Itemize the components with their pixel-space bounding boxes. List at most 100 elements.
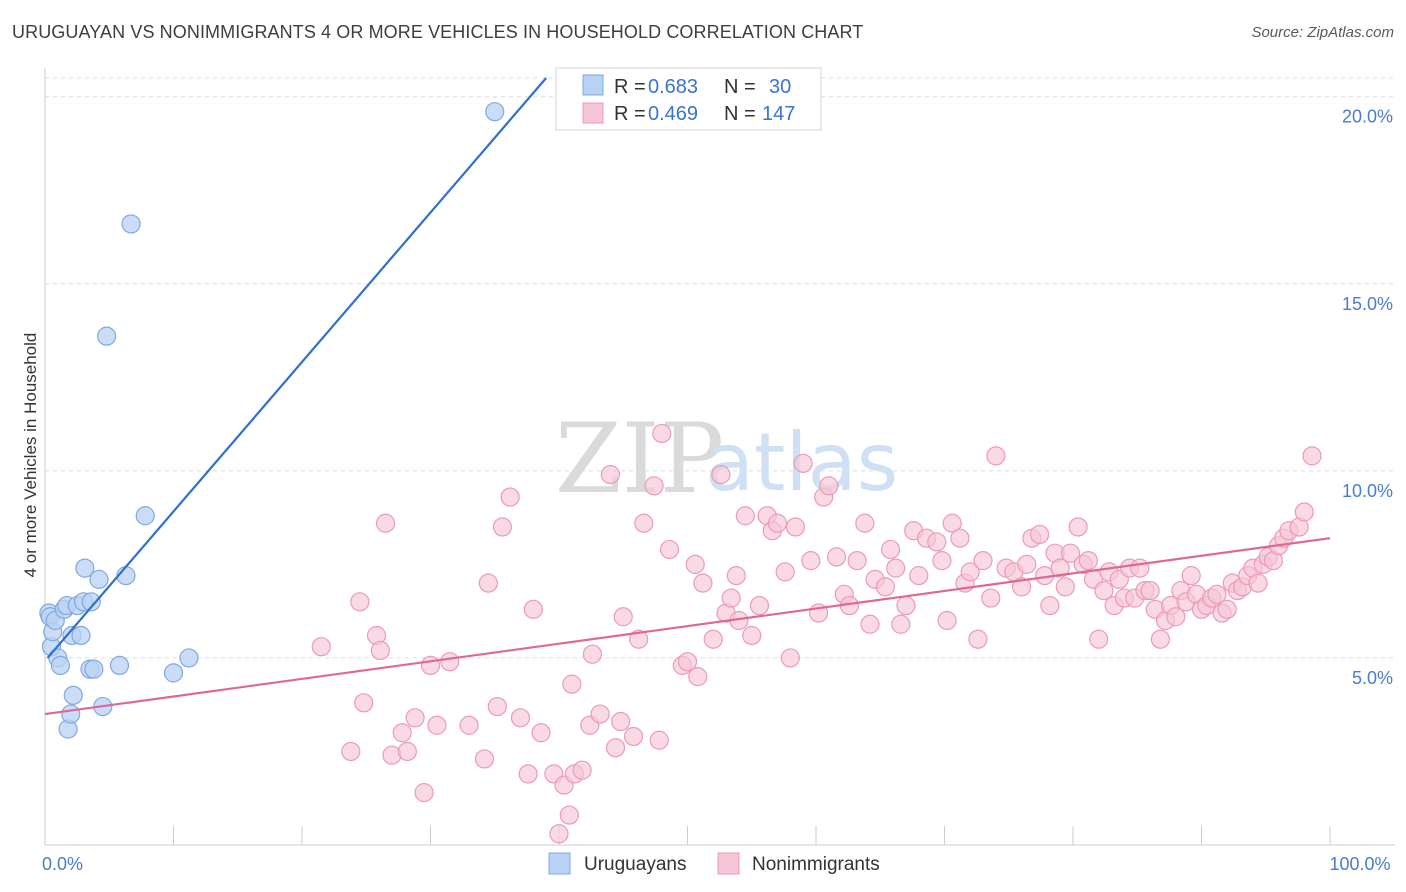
nonimmigrant-point <box>693 573 713 593</box>
uruguayan-point <box>97 326 117 346</box>
nonimmigrant-point <box>629 629 649 649</box>
legend-n-value-2: 147 <box>762 103 795 125</box>
nonimmigrant-point <box>927 532 947 552</box>
nonimmigrant-point <box>847 551 867 571</box>
nonimmigrant-point <box>562 674 582 694</box>
nonimmigrant-point <box>644 476 664 496</box>
chart-title: URUGUAYAN VS NONIMMIGRANTS 4 OR MORE VEH… <box>12 22 864 42</box>
uruguayan-point <box>485 102 505 122</box>
legend-swatch-nonimmigrants <box>582 102 604 124</box>
nonimmigrant-point <box>896 595 916 616</box>
nonimmigrant-point <box>1150 629 1170 649</box>
nonimmigrant-point <box>1181 566 1201 586</box>
nonimmigrant-point <box>942 513 962 533</box>
nonimmigrant-point <box>549 824 569 844</box>
nonimmigrant-point <box>780 648 800 668</box>
y-tick-label: 15.0% <box>1342 294 1393 314</box>
nonimmigrant-point <box>711 464 731 485</box>
bottom-legend-swatch-uruguayans <box>548 852 571 875</box>
uruguayan-point <box>75 558 95 578</box>
x-tick-label: 100.0% <box>1329 854 1390 874</box>
nonimmigrant-point <box>510 708 531 728</box>
nonimmigrant-point <box>677 652 698 672</box>
uruguayans-points <box>39 102 505 739</box>
nonimmigrants-trend-line <box>44 537 1331 716</box>
nonimmigrant-point <box>487 696 507 717</box>
uruguayan-point <box>109 655 130 676</box>
nonimmigrant-point <box>354 693 374 713</box>
nonimmigrant-point <box>427 715 447 735</box>
nonimmigrant-point <box>405 708 425 728</box>
nonimmigrant-point <box>1217 599 1237 619</box>
nonimmigrant-point <box>1166 607 1186 627</box>
uruguayans-trend-line <box>46 77 547 659</box>
nonimmigrant-point <box>1078 551 1099 571</box>
nonimmigrant-point <box>860 614 880 634</box>
nonimmigrant-point <box>1017 554 1037 574</box>
nonimmigrant-point <box>605 738 626 758</box>
trend-lines <box>44 77 1331 716</box>
nonimmigrant-point <box>1060 543 1081 563</box>
nonimmigrant-point <box>1294 502 1314 522</box>
nonimmigrant-point <box>801 551 821 571</box>
y-tick-label: 5.0% <box>1352 668 1393 688</box>
axes <box>44 68 1395 846</box>
nonimmigrant-point <box>1140 580 1160 601</box>
axis-ticks: 5.0% 10.0% 15.0% 20.0% 0.0% 100.0% <box>42 107 1393 874</box>
uruguayan-point <box>121 214 141 234</box>
nonimmigrant-point <box>531 723 551 743</box>
uruguayan-point <box>81 592 101 612</box>
nonimmigrant-point <box>350 592 370 612</box>
legend-swatch-uruguayans <box>582 74 604 96</box>
nonimmigrant-point <box>819 476 839 496</box>
nonimmigrant-point <box>659 539 680 560</box>
bottom-legend-uruguayans: Uruguayans <box>584 854 686 875</box>
legend-r-value-2: 0.469 <box>648 103 698 125</box>
nonimmigrant-point <box>311 637 331 657</box>
nonimmigrant-point <box>749 595 770 616</box>
nonimmigrant-point <box>440 652 460 672</box>
nonimmigrant-point <box>973 551 993 571</box>
nonimmigrant-point <box>937 610 957 631</box>
uruguayan-point <box>50 655 71 676</box>
watermark: ZIP atlas <box>555 403 898 515</box>
legend-n-value-1: 30 <box>769 76 791 98</box>
nonimmigrant-point <box>968 629 988 649</box>
nonimmigrant-point <box>950 528 970 548</box>
nonimmigrant-point <box>685 554 705 574</box>
nonimmigrant-point <box>1029 524 1050 545</box>
nonimmigrant-point <box>986 446 1006 466</box>
nonimmigrant-point <box>397 741 417 762</box>
nonimmigrant-point <box>1248 573 1268 593</box>
nonimmigrant-point <box>1068 517 1088 537</box>
nonimmigrant-point <box>735 506 755 526</box>
uruguayan-point <box>61 704 81 724</box>
nonimmigrant-point <box>767 513 788 533</box>
nonimmigrant-point <box>1207 584 1227 604</box>
nonimmigrant-point <box>420 655 441 676</box>
nonimmigrant-point <box>886 558 906 578</box>
nonimmigrant-point <box>492 517 513 537</box>
uruguayan-point <box>71 625 91 646</box>
nonimmigrant-point <box>909 566 929 586</box>
nonimmigrant-point <box>703 629 723 649</box>
nonimmigrant-point <box>523 599 543 619</box>
nonimmigrant-point <box>634 513 654 533</box>
nonimmigrant-point <box>793 453 813 473</box>
legend-n-label-2: N = <box>724 103 756 125</box>
nonimmigrant-point <box>826 547 847 567</box>
legend-r-label-2: R = <box>614 103 646 125</box>
nonimmigrant-point <box>559 805 579 825</box>
x-tick-label: 0.0% <box>42 854 83 874</box>
nonimmigrants-points <box>311 423 1322 844</box>
y-axis-label: 4 or more Vehicles in Household <box>21 333 40 578</box>
nonimmigrant-point <box>981 588 1001 608</box>
nonimmigrant-point <box>721 588 741 608</box>
nonimmigrant-point <box>590 704 610 724</box>
nonimmigrant-point <box>1130 558 1150 578</box>
nonimmigrant-point <box>459 715 479 735</box>
nonimmigrant-point <box>341 741 361 762</box>
uruguayan-point <box>179 648 199 668</box>
nonimmigrant-point <box>1050 558 1070 578</box>
nonimmigrant-point <box>855 513 875 533</box>
